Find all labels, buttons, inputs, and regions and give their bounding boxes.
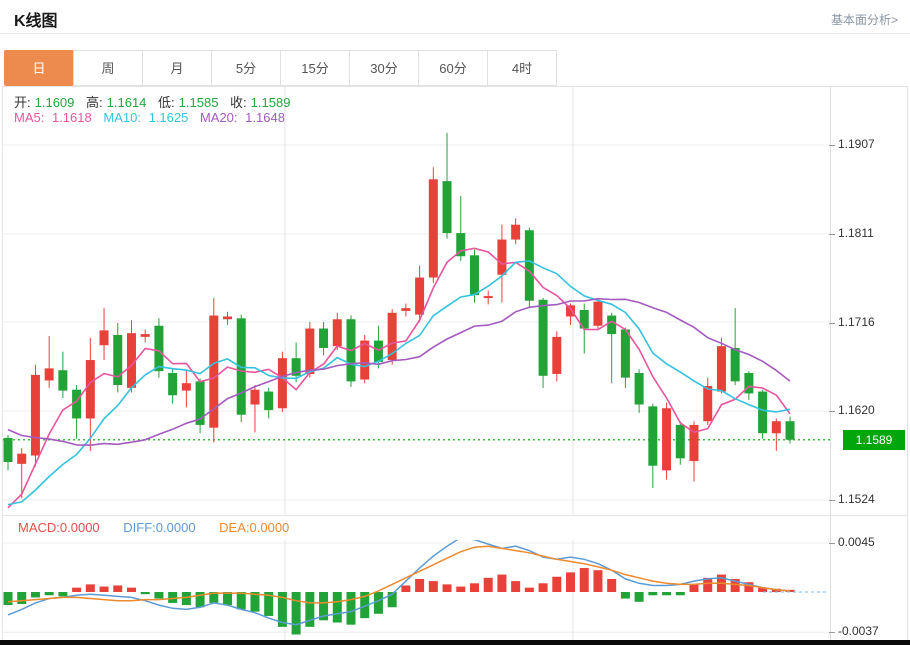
low-value: 1.1585 bbox=[178, 95, 219, 110]
axis-tick-1: 1.1907 bbox=[838, 137, 875, 151]
tickmark bbox=[829, 145, 835, 146]
diff-line bbox=[7, 540, 791, 626]
macd-tick-top: 0.0045 bbox=[838, 535, 875, 549]
ma5-line bbox=[7, 247, 791, 509]
ohlc-legend: 开: 1.1609 高: 1.1614 低: 1.1585 收: 1.1589 bbox=[14, 92, 298, 111]
macd-chart[interactable] bbox=[3, 540, 830, 640]
ma10-line bbox=[7, 260, 791, 506]
tab-60min[interactable]: 60分 bbox=[418, 50, 488, 86]
price-axis-line bbox=[830, 86, 831, 641]
tickmark bbox=[829, 543, 835, 544]
chart-panel-frame bbox=[2, 86, 908, 645]
close-label: 收: bbox=[230, 95, 247, 110]
ma20-line bbox=[7, 297, 791, 447]
bottom-black-bar bbox=[0, 640, 910, 645]
low-label: 低: bbox=[158, 95, 175, 110]
ma10-label: MA10: bbox=[103, 110, 141, 125]
tab-15min[interactable]: 15分 bbox=[280, 50, 350, 86]
header-divider bbox=[0, 33, 910, 34]
candles-layer bbox=[3, 132, 795, 499]
macd-value: 0.0000 bbox=[59, 520, 100, 535]
axis-tick-3: 1.1716 bbox=[838, 315, 875, 329]
current-price-badge: 1.1589 bbox=[843, 430, 905, 450]
tab-day[interactable]: 日 bbox=[4, 50, 74, 86]
axis-tick-5: 1.1524 bbox=[838, 492, 875, 506]
tickmark bbox=[829, 234, 835, 235]
ma10-value: 1.1625 bbox=[148, 110, 189, 125]
dea-label: DEA: bbox=[219, 520, 250, 535]
macd-tick-bottom: -0.0037 bbox=[838, 624, 879, 638]
ma20-value: 1.1648 bbox=[245, 110, 285, 125]
open-label: 开: bbox=[14, 95, 31, 110]
high-label: 高: bbox=[86, 95, 103, 110]
ma5-value: 1.1618 bbox=[51, 110, 92, 125]
dea-line bbox=[7, 545, 791, 604]
timeframe-tabs: 日 周 月 5分 15分 30分 60分 4时 bbox=[4, 50, 557, 86]
tab-week[interactable]: 周 bbox=[73, 50, 143, 86]
tab-30min[interactable]: 30分 bbox=[349, 50, 419, 86]
macd-label: MACD: bbox=[18, 520, 60, 535]
diff-value: 0.0000 bbox=[155, 520, 196, 535]
axis-tick-2: 1.1811 bbox=[838, 226, 874, 240]
tab-5min[interactable]: 5分 bbox=[211, 50, 281, 86]
high-value: 1.1614 bbox=[106, 95, 147, 110]
fundamental-analysis-link[interactable]: 基本面分析> bbox=[830, 13, 898, 27]
macd-legend: MACD:0.0000 DIFF:0.0000 DEA:0.0000 bbox=[18, 520, 309, 535]
macd-histogram bbox=[3, 568, 795, 635]
open-value: 1.1609 bbox=[34, 95, 75, 110]
dea-value: 0.0000 bbox=[249, 520, 290, 535]
ma20-label: MA20: bbox=[199, 110, 238, 125]
page-title: K线图 bbox=[14, 13, 58, 30]
tickmark bbox=[829, 500, 835, 501]
tickmark bbox=[829, 411, 835, 412]
tab-4hour[interactable]: 4时 bbox=[487, 50, 557, 86]
axis-tick-4: 1.1620 bbox=[838, 403, 875, 417]
close-value: 1.1589 bbox=[250, 95, 291, 110]
tickmark bbox=[829, 323, 835, 324]
ma5-label: MA5: bbox=[14, 110, 45, 125]
candlestick-chart[interactable] bbox=[3, 87, 830, 515]
panel-separator bbox=[3, 515, 908, 516]
tickmark bbox=[829, 632, 835, 633]
diff-label: DIFF: bbox=[123, 520, 156, 535]
tab-month[interactable]: 月 bbox=[142, 50, 212, 86]
ma-legend: MA5: 1.1618 MA10: 1.1625 MA20: 1.1648 bbox=[14, 110, 293, 125]
